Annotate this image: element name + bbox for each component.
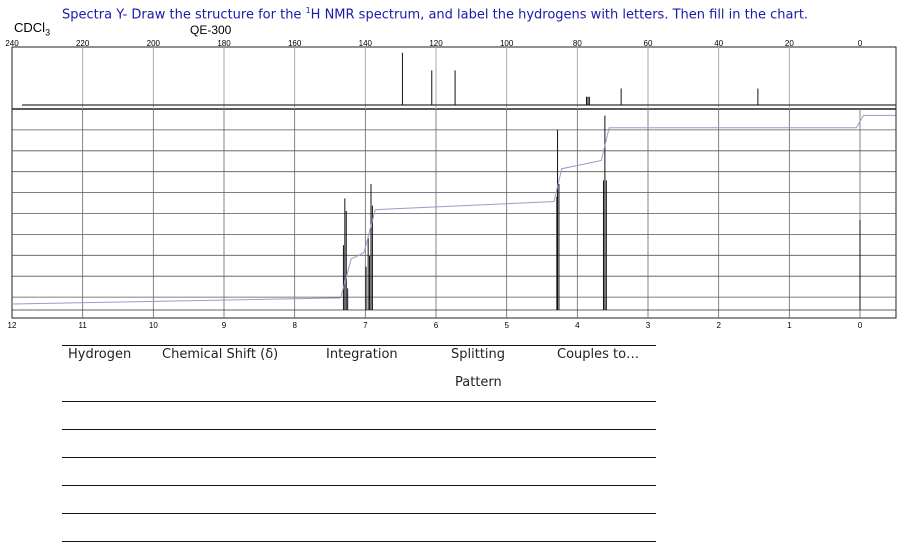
table-top-rule [62,345,656,346]
c13-tick-label: 0 [858,39,863,48]
h1-tick-label: 11 [79,321,88,330]
h1-tick-label: 5 [504,321,509,330]
solvent-label: CDCl3 [14,20,50,38]
h1-tick-label: 7 [363,321,368,330]
c13-tick-label: 220 [76,39,90,48]
table-row-line[interactable] [62,429,656,430]
c13-tick-label: 20 [785,39,794,48]
table-row-line[interactable] [62,401,656,402]
header-splitting: Splitting [451,347,506,362]
h1-tick-label: 10 [149,321,158,330]
c13-tick-label: 40 [714,39,723,48]
header-pattern: Pattern [455,375,502,390]
header-chemical-shift: Chemical Shift (δ) [162,347,279,362]
instrument-label: QE-300 [190,23,232,37]
header-couples-to: Couples to… [557,347,640,362]
h1-tick-label: 3 [646,321,651,330]
c13-tick-label: 80 [573,39,582,48]
h1-tick-label: 2 [716,321,721,330]
plot-frame [11,46,897,319]
h1-tick-label: 1 [787,321,792,330]
table-row-line[interactable] [62,485,656,486]
h1-tick-label: 8 [292,321,297,330]
c13-tick-label: 100 [500,39,514,48]
title-text-end: H NMR spectrum, and label the hydrogens … [310,7,809,23]
c13-tick-label: 120 [429,39,443,48]
h1-tick-label: 12 [8,321,17,330]
table-row-line[interactable] [62,541,656,542]
c13-tick-label: 160 [288,39,302,48]
integration-curve [11,114,896,305]
h1-tick-label: 4 [575,321,580,330]
title-text: Spectra Y- Draw the structure for the [62,7,306,23]
page-title: Spectra Y- Draw the structure for the 1H… [62,6,808,22]
h1-tick-label: 6 [434,321,439,330]
solvent-subscript: 3 [45,27,51,38]
header-hydrogen: Hydrogen [68,347,132,362]
c13-tick-label: 240 [5,39,19,48]
h1-tick-label: 9 [222,321,227,330]
c13-tick-label: 60 [644,39,653,48]
table-row-line[interactable] [62,513,656,514]
h1-tick-label: 0 [858,321,863,330]
c13-tick-label: 200 [147,39,161,48]
table-row-line[interactable] [62,457,656,458]
nmr-spectrum: 240 220 200 180 160 140 120 100 80 60 40 20 012 11 10 9… [5,39,897,330]
c13-tick-label: 180 [217,39,231,48]
solvent-text: CDCl [14,20,46,35]
title-superscript: 1 [305,6,311,15]
header-integration: Integration [326,347,398,362]
c13-tick-label: 140 [359,39,373,48]
